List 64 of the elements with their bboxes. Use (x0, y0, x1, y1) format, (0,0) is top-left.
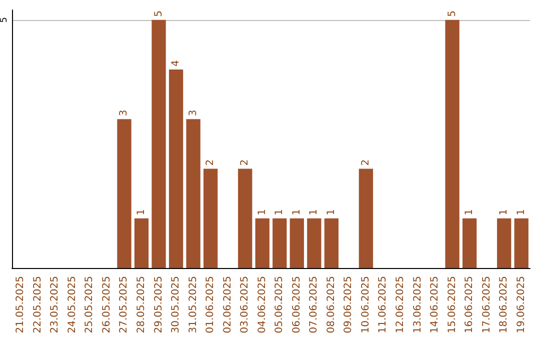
x-tick-label: 17.06.2025 (481, 276, 492, 334)
bar (186, 119, 200, 268)
x-tick-label: 24.05.2025 (66, 276, 78, 334)
data-label: 1 (464, 209, 476, 216)
x-tick-label: 10.06.2025 (360, 276, 372, 334)
bar (445, 20, 460, 268)
x-tick-label: 04.06.2025 (256, 276, 268, 334)
data-label: 1 (274, 209, 286, 216)
data-label: 2 (205, 159, 216, 166)
x-tick-label: 28.05.2025 (136, 276, 147, 334)
bar (462, 218, 477, 268)
x-tick-label: 16.06.2025 (464, 276, 476, 334)
x-tick-label: 01.06.2025 (205, 276, 216, 334)
data-label: 1 (326, 209, 337, 216)
x-tick-label: 14.06.2025 (430, 276, 441, 334)
data-label: 1 (308, 209, 320, 216)
bar (203, 168, 218, 268)
bar (307, 218, 322, 268)
bar (255, 218, 270, 268)
bar (272, 218, 287, 268)
x-tick-label: 15.06.2025 (446, 276, 458, 334)
x-tick-label: 21.05.2025 (15, 276, 26, 334)
x-tick-label: 08.06.2025 (326, 276, 337, 334)
bar (497, 218, 512, 268)
bar (290, 218, 304, 268)
bar (117, 119, 132, 268)
bar (358, 168, 374, 268)
data-label: 2 (240, 159, 251, 166)
data-label: 1 (136, 209, 147, 216)
data-label: 3 (118, 110, 130, 116)
data-label: 1 (291, 209, 302, 216)
x-tick-label: 11.06.2025 (378, 276, 389, 334)
x-tick-label: 26.05.2025 (101, 276, 112, 334)
bar (514, 218, 528, 268)
x-tick-label: 02.06.2025 (222, 276, 234, 334)
x-tick-label: 23.05.2025 (50, 276, 61, 334)
x-tick-label: 12.06.2025 (395, 276, 406, 334)
x-tick-label: 09.06.2025 (343, 276, 354, 334)
data-label: 1 (256, 209, 268, 216)
data-label: 5 (446, 10, 458, 17)
data-label: 5 (153, 10, 164, 17)
x-tick-label: 03.06.2025 (240, 276, 251, 334)
x-tick-label: 06.06.2025 (291, 276, 302, 334)
x-tick-label: 31.05.2025 (188, 276, 199, 334)
x-tick-label: 18.06.2025 (498, 276, 510, 334)
x-tick-label: 19.06.2025 (516, 276, 527, 334)
x-tick-label: 13.06.2025 (412, 276, 424, 334)
bar (238, 168, 252, 268)
data-label: 1 (516, 209, 527, 216)
bar (134, 218, 149, 268)
x-tick-label: 30.05.2025 (170, 276, 182, 334)
x-tick-label: 05.06.2025 (274, 276, 286, 334)
bar (324, 218, 339, 268)
bar (168, 70, 184, 268)
x-tick-label: 29.05.2025 (153, 276, 164, 334)
x-tick-label: 07.06.2025 (308, 276, 320, 334)
x-tick-label: 27.05.2025 (118, 276, 130, 334)
data-label: 3 (188, 110, 199, 116)
data-label: 1 (498, 209, 510, 216)
data-label: 2 (360, 159, 372, 166)
x-tick-label: 22.05.2025 (32, 276, 44, 334)
bar (152, 20, 166, 268)
x-tick-label: 25.05.2025 (84, 276, 96, 334)
data-label: 4 (170, 60, 182, 67)
